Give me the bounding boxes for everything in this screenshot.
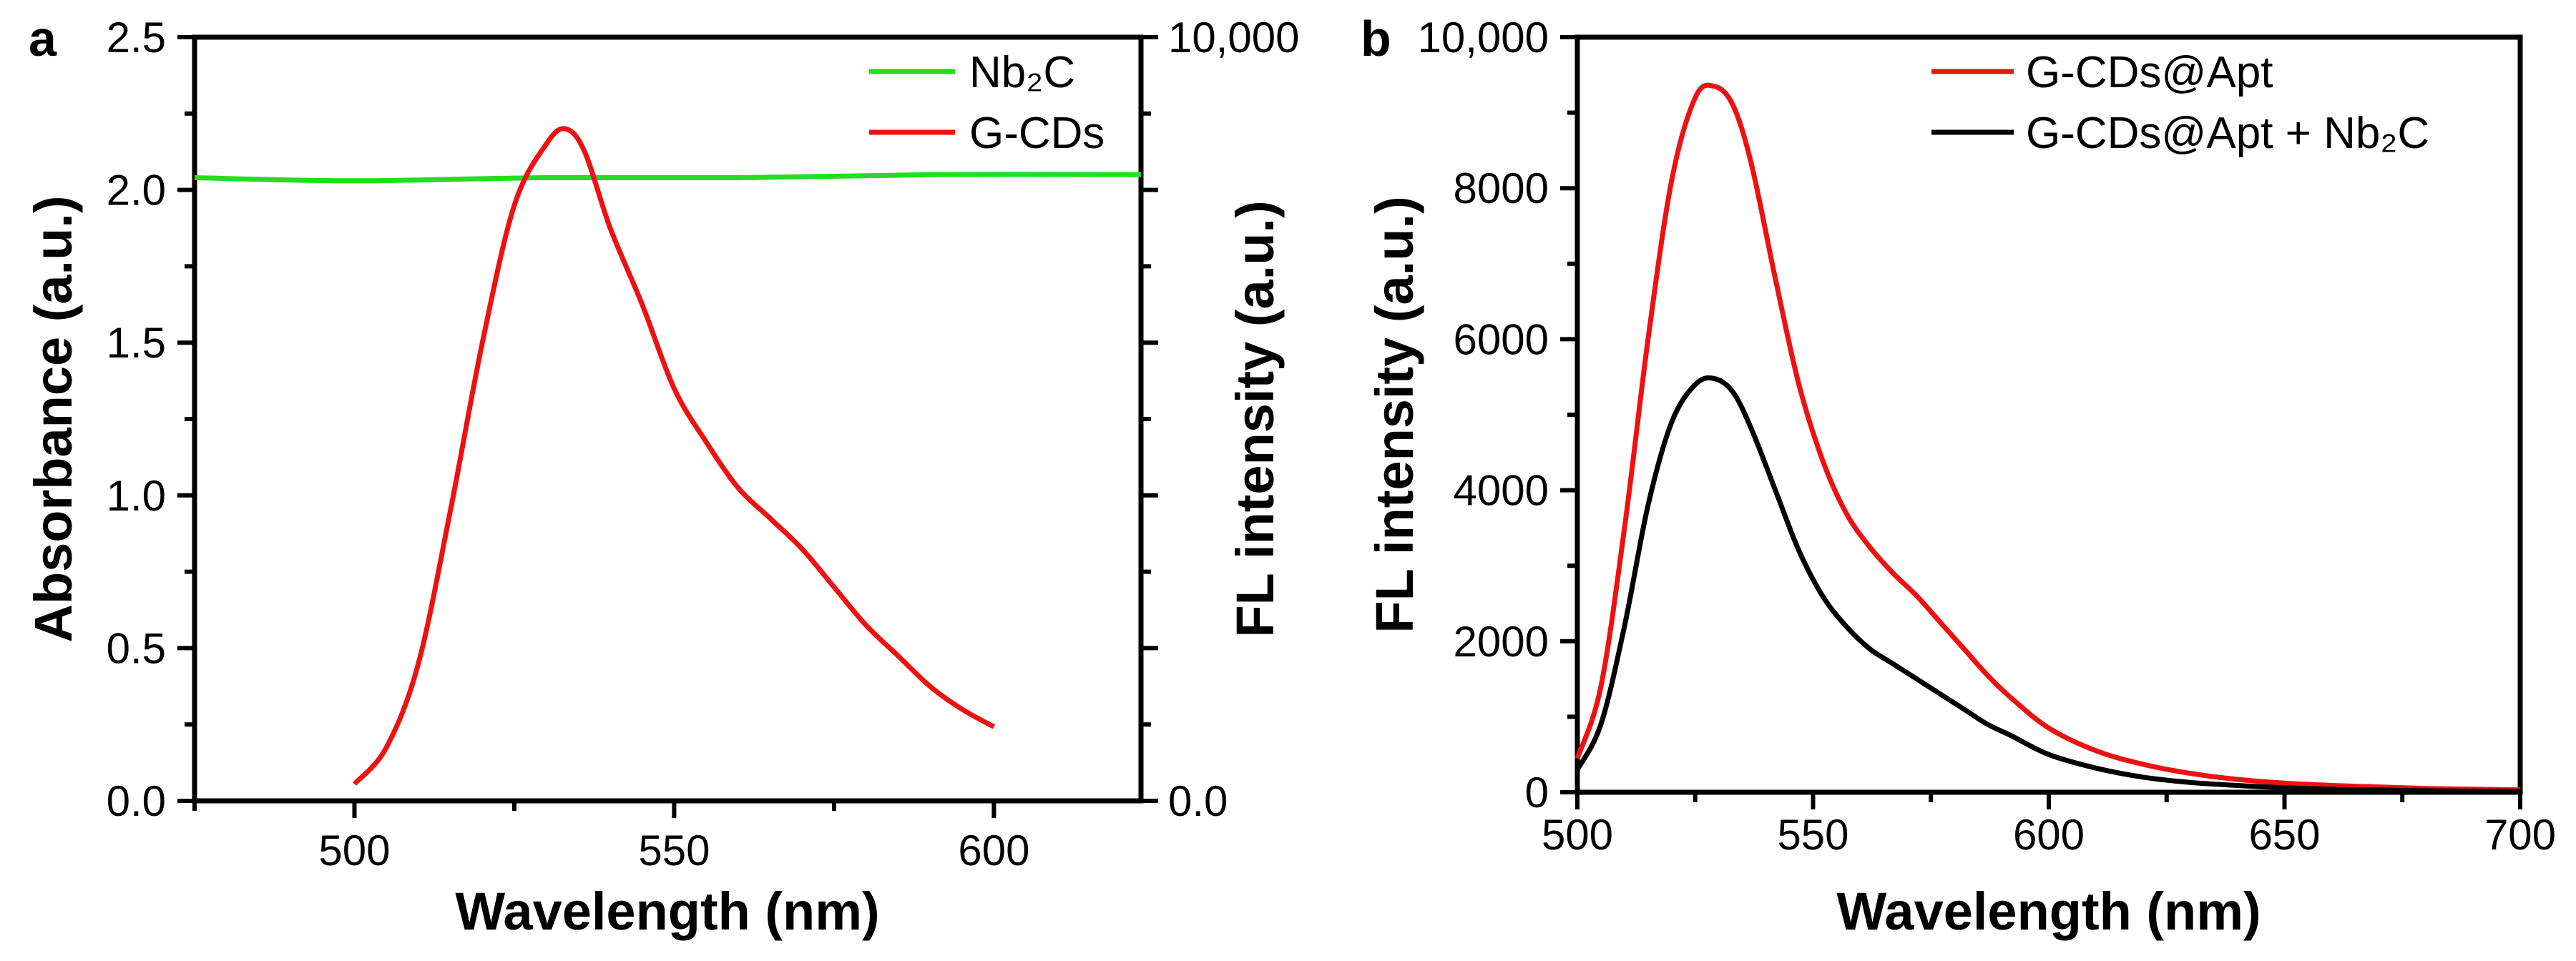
- panel-b-y-axis-title: FL intensity (a.u.): [1365, 196, 1424, 633]
- panel-a-letter: a: [29, 11, 57, 66]
- panel-b-x-axis-title: Wavelength (nm): [1836, 882, 2261, 941]
- panel-a-y-tick-label-left: 0.5: [107, 624, 166, 672]
- panel-b-y-tick-label: 6000: [1454, 315, 1549, 363]
- panel-b-y-tick-label: 10,000: [1417, 14, 1549, 61]
- panel-a-y-ticks-right: 0.0 10,000: [1141, 14, 1300, 825]
- panel-b-y-tick-label: 8000: [1454, 164, 1549, 212]
- panel-b-y-tick-label: 0: [1525, 769, 1549, 817]
- panel-b-x-tick-label: 650: [2248, 811, 2320, 859]
- panel-a-x-ticks: 500 550 600: [192, 801, 1029, 874]
- panel-b-y-tick-label: 4000: [1454, 467, 1549, 515]
- panel-b-x-tick-label: 600: [2013, 811, 2085, 859]
- panel-b: b 500 550 600 650 700 0 2000 4000 6000 8000 10,00…: [1361, 11, 2556, 941]
- panel-a-series-nb-c: [194, 172, 1142, 184]
- panel-a-y-tick-label-left: 2.5: [107, 14, 166, 61]
- panel-a-y-tick-label-right: 10,000: [1168, 14, 1300, 61]
- panel-b-x-ticks: 500 550 600 650 700: [1542, 792, 2556, 859]
- panel-a-series-g-cds: [352, 126, 996, 786]
- panel-b-legend: G-CDs@Apt G-CDs@Apt + Nb₂C: [1931, 48, 2429, 158]
- panel-a-y-axis-title-right: FL intensity (a.u.): [1225, 200, 1285, 637]
- panel-a-y-ticks-left: 0.0 0.5 1.0 1.5 2.0 2.5: [107, 14, 195, 825]
- panel-a-x-axis-title: Wavelength (nm): [455, 882, 879, 941]
- panel-b-series-g-cds-apt-nb-c: [1575, 375, 2521, 794]
- panel-a-y-axis-title-left: Absorbance (a.u.): [24, 196, 83, 643]
- panel-b-x-tick-label: 700: [2484, 811, 2556, 859]
- panel-b-series-g-cds-apt: [1575, 82, 2521, 793]
- panel-b-x-tick-label: 550: [1777, 811, 1848, 859]
- panel-b-y-tick-label: 2000: [1454, 618, 1549, 666]
- panel-a-y-tick-label-left: 2.0: [107, 167, 166, 215]
- legend-label-gcds-apt: G-CDs@Apt: [2026, 48, 2273, 97]
- panel-a-y-tick-label-left: 0.0: [107, 777, 166, 825]
- panel-b-x-tick-label: 500: [1542, 811, 1613, 859]
- panel-a: a 500 550 600 0.0 0.5 1.0 1.5 2.0 2.5 0.0 10,000…: [24, 11, 1300, 941]
- legend-label-gcds-apt-nb2c: G-CDs@Apt + Nb₂C: [2026, 109, 2429, 158]
- panel-a-x-tick-label: 600: [958, 827, 1029, 874]
- panel-a-y-tick-label-left: 1.5: [107, 319, 166, 367]
- panel-a-y-tick-label-left: 1.0: [107, 472, 166, 520]
- legend-label-gcds: G-CDs: [969, 109, 1105, 158]
- panel-a-legend: Nb₂C G-CDs: [869, 48, 1105, 158]
- panel-a-y-tick-label-right: 0.0: [1168, 777, 1228, 825]
- panel-b-letter: b: [1361, 11, 1391, 66]
- panel-b-y-ticks: 0 2000 4000 6000 8000 10,000: [1417, 14, 1577, 817]
- panel-a-x-tick-label: 550: [638, 827, 710, 874]
- panel-a-x-tick-label: 500: [318, 827, 390, 874]
- legend-label-nb2c: Nb₂C: [969, 48, 1075, 97]
